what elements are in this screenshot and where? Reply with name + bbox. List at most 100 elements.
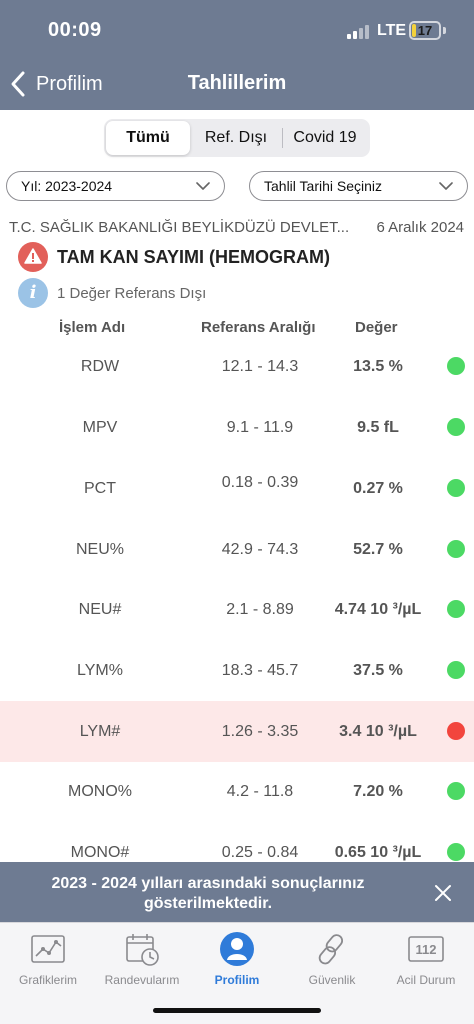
tab-acil-durum[interactable]: 112 Acil Durum — [378, 929, 474, 989]
chevron-down-icon — [439, 182, 453, 190]
chart-icon — [31, 935, 65, 963]
date-dropdown[interactable]: Tahlil Tarihi Seçiniz — [249, 171, 468, 201]
row-reference: 12.1 - 14.3 — [221, 357, 299, 375]
date-dropdown-label: Tahlil Tarihi Seçiniz — [264, 178, 383, 194]
status-dot — [447, 540, 465, 558]
back-label: Profilim — [36, 72, 103, 95]
page-title: Tahlillerim — [187, 72, 287, 94]
chevron-down-icon — [196, 182, 210, 190]
row-value: 0.65 10 ³/µL — [334, 843, 422, 861]
row-reference: 4.2 - 11.8 — [226, 782, 294, 800]
row-name: RDW — [80, 357, 120, 375]
row-name: MONO% — [68, 782, 132, 800]
record-date: 6 Aralık 2024 — [376, 219, 464, 236]
row-value: 37.5 % — [353, 661, 403, 679]
tab-bar: Grafiklerim Randevularım Profilim — [0, 922, 474, 1024]
row-value: 7.20 % — [353, 782, 403, 800]
column-header-reference: Referans Aralığı — [201, 319, 316, 336]
home-indicator — [153, 1008, 321, 1013]
row-name: LYM% — [77, 661, 123, 679]
table-row[interactable]: MONO% 4.2 - 11.8 7.20 % — [0, 761, 474, 822]
segment-all[interactable]: Tümü — [106, 121, 190, 155]
row-value: 3.4 10 ³/µL — [339, 722, 417, 740]
battery-cap — [443, 27, 446, 34]
network-label: LTE — [377, 22, 407, 39]
row-value: 4.74 10 ³/µL — [334, 600, 422, 618]
year-dropdown-label: Yıl: 2023-2024 — [21, 178, 113, 194]
info-banner: 2023 - 2024 yılları arasındaki sonuçları… — [0, 862, 474, 922]
row-name: MONO# — [70, 843, 130, 861]
battery-level: 17 — [417, 23, 433, 38]
tab-label: Güvenlik — [308, 973, 356, 987]
tab-label: Acil Durum — [396, 973, 456, 987]
tab-randevularim[interactable]: Randevularım — [94, 929, 190, 989]
emergency-112-icon: 112 — [408, 936, 444, 962]
warning-icon — [18, 242, 48, 272]
table-row[interactable]: MONO# 0.25 - 0.84 0.65 10 ³/µL — [0, 822, 474, 883]
row-name: LYM# — [79, 722, 121, 740]
test-title[interactable]: TAM KAN SAYIMI (HEMOGRAM) — [57, 247, 330, 267]
calendar-clock-icon — [126, 934, 159, 966]
row-reference: 18.3 - 45.7 — [221, 661, 299, 679]
row-value: 13.5 % — [353, 357, 403, 375]
person-icon — [220, 932, 254, 966]
segment-divider — [282, 128, 283, 148]
row-reference: 42.9 - 74.3 — [221, 540, 299, 558]
link-icon — [318, 934, 344, 965]
chevron-left-icon — [11, 71, 25, 97]
status-time: 00:09 — [48, 19, 102, 41]
table-row[interactable]: PCT 0.18 - 0.39 0.27 % — [0, 458, 474, 519]
battery-fill — [412, 24, 416, 37]
status-dot — [447, 722, 465, 740]
header: 00:09 LTE 17 Profilim Tahlillerim — [0, 0, 474, 110]
banner-text: 2023 - 2024 yılları arasındaki sonuçları… — [51, 875, 365, 912]
row-name: PCT — [84, 479, 116, 497]
info-icon: i — [18, 278, 48, 308]
hospital-name: T.C. SAĞLIK BAKANLIĞI BEYLİKDÜZÜ DEVLET.… — [9, 219, 350, 236]
tab-label: Randevularım — [104, 973, 180, 987]
emergency-number: 112 — [416, 942, 437, 957]
row-name: NEU% — [75, 540, 124, 558]
segment-ref-out[interactable]: Ref. Dışı — [204, 129, 268, 146]
battery-icon: 17 — [409, 21, 441, 40]
tab-label: Grafiklerim — [18, 973, 77, 987]
row-name: NEU# — [78, 600, 122, 618]
table-row[interactable]: NEU# 2.1 - 8.89 4.74 10 ³/µL — [0, 579, 474, 640]
status-dot — [447, 600, 465, 618]
row-reference: 1.26 - 3.35 — [221, 722, 299, 740]
table-row[interactable]: RDW 12.1 - 14.3 13.5 % — [0, 336, 474, 397]
table-row[interactable]: NEU% 42.9 - 74.3 52.7 % — [0, 519, 474, 580]
column-header-name: İşlem Adı — [59, 319, 126, 336]
status-dot — [447, 782, 465, 800]
row-value: 9.5 fL — [357, 418, 399, 436]
tab-grafiklerim[interactable]: Grafiklerim — [0, 929, 96, 989]
segmented-control: Tümü Ref. Dışı Covid 19 — [104, 119, 370, 157]
close-icon[interactable] — [434, 884, 452, 902]
signal-icon — [347, 24, 371, 39]
year-dropdown[interactable]: Yıl: 2023-2024 — [6, 171, 225, 201]
table-row[interactable]: MPV 9.1 - 11.9 9.5 fL — [0, 397, 474, 458]
row-value: 52.7 % — [353, 540, 403, 558]
tab-guvenlik[interactable]: Güvenlik — [284, 929, 380, 989]
status-dot — [447, 661, 465, 679]
out-of-range-info: 1 Değer Referans Dışı — [57, 285, 207, 302]
status-dot — [447, 843, 465, 861]
table-row[interactable]: LYM% 18.3 - 45.7 37.5 % — [0, 640, 474, 701]
row-name: MPV — [82, 418, 118, 436]
row-reference: 0.18 - 0.39 — [221, 473, 299, 491]
tab-profilim[interactable]: Profilim — [189, 929, 285, 989]
column-header-value: Değer — [355, 319, 398, 336]
back-button[interactable]: Profilim — [8, 68, 103, 100]
row-reference: 0.25 - 0.84 — [221, 843, 299, 861]
table-row[interactable]: LYM# 1.26 - 3.35 3.4 10 ³/µL — [0, 701, 474, 762]
tab-label: Profilim — [214, 973, 260, 987]
row-value: 0.27 % — [353, 479, 403, 497]
segment-covid[interactable]: Covid 19 — [293, 129, 357, 146]
status-dot — [447, 357, 465, 375]
row-reference: 9.1 - 11.9 — [226, 418, 294, 436]
status-dot — [447, 418, 465, 436]
status-dot — [447, 479, 465, 497]
row-reference: 2.1 - 8.89 — [226, 600, 294, 618]
warning-triangle-icon — [24, 248, 42, 264]
